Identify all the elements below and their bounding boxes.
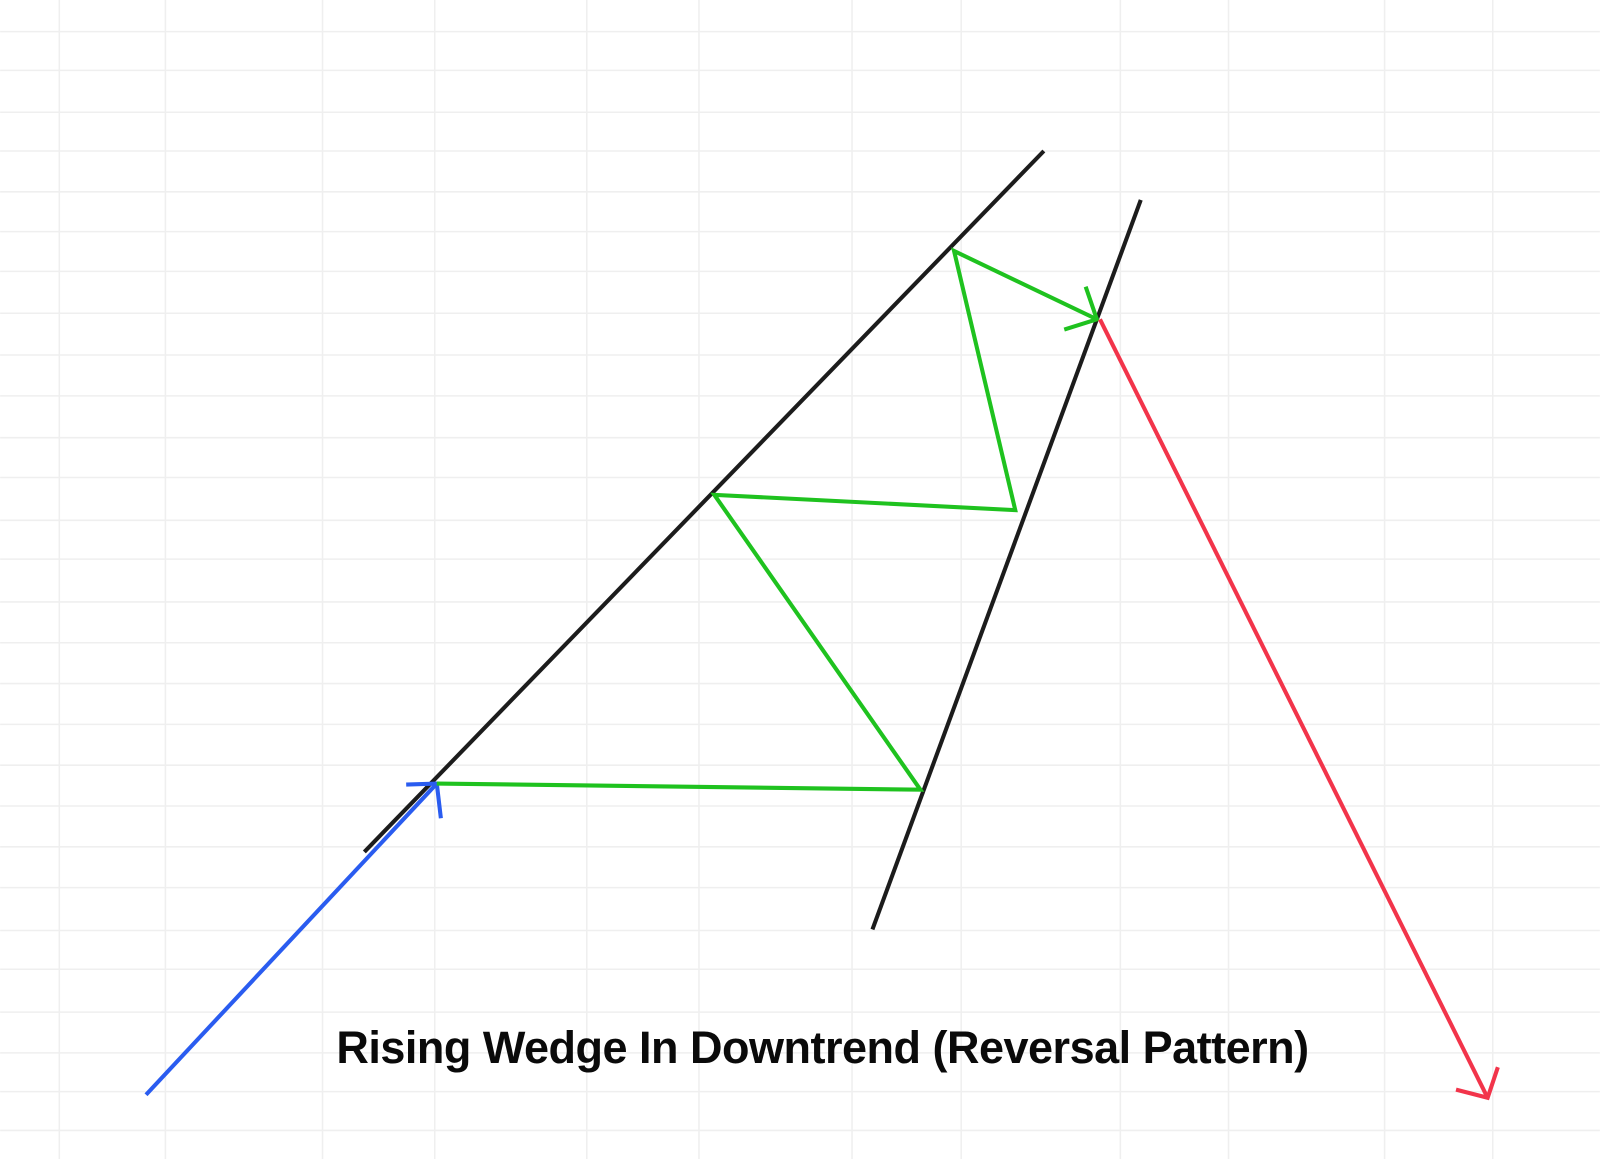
diagram-title: Rising Wedge In Downtrend (Reversal Patt… xyxy=(336,1022,1309,1073)
lower-support-trendline xyxy=(870,199,1143,931)
breakdown-arrow-line xyxy=(1098,318,1490,1099)
upper-resistance-trendline xyxy=(362,149,1046,854)
price-path-zigzag xyxy=(436,247,1098,792)
breakdown-arrowhead-icon xyxy=(1455,1066,1500,1101)
price-path-arrowhead-icon xyxy=(1063,286,1100,332)
prior-trend-arrow-line xyxy=(144,782,439,1097)
